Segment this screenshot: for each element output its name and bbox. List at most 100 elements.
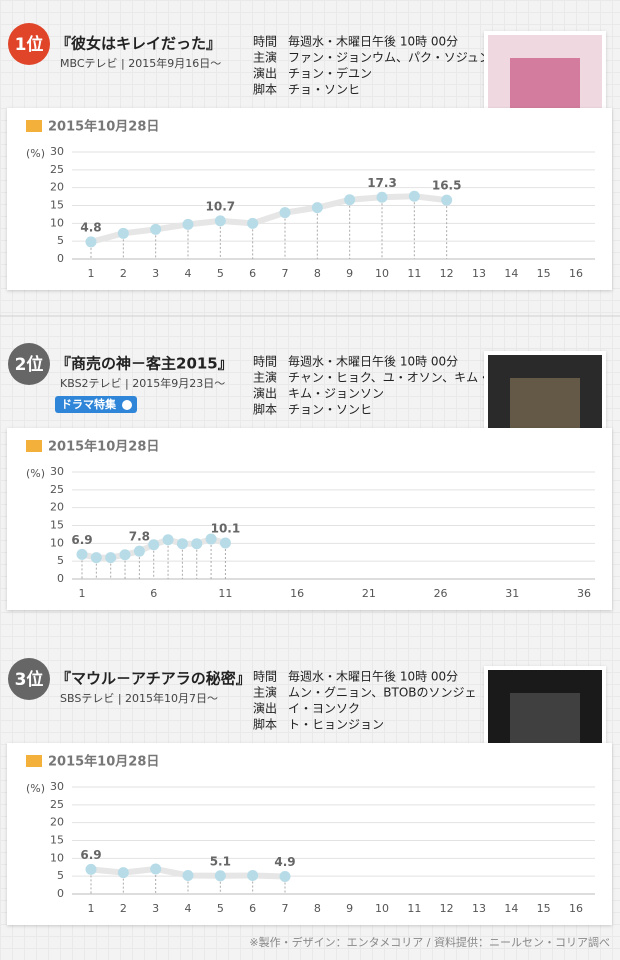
point	[214, 215, 226, 227]
detail-key: 脚本	[253, 402, 277, 417]
point	[76, 548, 88, 560]
x-tick-label: 11	[218, 587, 232, 600]
detail-value: ファン・ジョンウム、パク・ソジュン	[288, 51, 491, 65]
y-tick-label: 15	[50, 834, 64, 847]
y-tick-label: 0	[57, 887, 64, 900]
point	[182, 869, 194, 881]
detail-key: 主演	[253, 370, 277, 385]
chart-icon	[26, 755, 42, 767]
x-tick-label: 2	[120, 902, 127, 915]
x-tick-label: 8	[314, 902, 321, 915]
footer: ※製作・デザイン：エンタメコリア / 資料提供：ニールセン・コリア調べ	[249, 935, 610, 949]
detail-value: 毎週水・木曜日午後 10時 00分	[288, 34, 458, 49]
y-tick-label: 5	[57, 869, 64, 882]
x-tick-label: 11	[407, 267, 421, 280]
network: SBSテレビ | 2015年10月7日～	[60, 691, 218, 705]
drama-title: 『マウル－アチアラの秘密』	[56, 670, 251, 688]
x-tick-label: 13	[472, 902, 486, 915]
detail-value: チョン・デユン	[288, 66, 372, 81]
drama-title: 『商売の神－客主2015』	[56, 355, 233, 373]
button[interactable]	[55, 396, 137, 413]
x-tick-label: 11	[407, 902, 421, 915]
y-tick-label: 10	[50, 536, 64, 549]
value-label: 16.5	[432, 179, 462, 193]
chart-panel	[7, 108, 612, 290]
point	[408, 190, 420, 202]
chart-panel	[7, 743, 612, 925]
y-tick-label: 5	[57, 234, 64, 247]
point	[376, 191, 388, 203]
x-tick-label: 10	[375, 267, 389, 280]
x-tick-label: 10	[375, 902, 389, 915]
x-tick-label: 12	[440, 902, 454, 915]
y-tick-label: 20	[50, 501, 64, 514]
x-tick-label: 1	[88, 902, 95, 915]
detail-value: 毎週水・木曜日午後 10時 00分	[288, 354, 458, 369]
x-tick-label: 9	[346, 902, 353, 915]
y-tick-label: 15	[50, 519, 64, 532]
point	[219, 537, 231, 549]
y-tick-label: 10	[50, 216, 64, 229]
x-tick-label: 21	[362, 587, 376, 600]
y-axis-label: (%)	[26, 467, 45, 480]
x-tick-label: 14	[504, 902, 518, 915]
x-tick-label: 7	[282, 902, 289, 915]
network: KBS2テレビ | 2015年9月23日～	[60, 376, 225, 390]
y-tick-label: 5	[57, 554, 64, 567]
detail-key: 時間	[253, 670, 277, 684]
x-tick-label: 3	[152, 267, 159, 280]
value-label: 4.8	[80, 220, 101, 234]
value-label: 6.9	[71, 533, 92, 547]
detail-key: 主演	[253, 50, 277, 65]
x-tick-label: 14	[504, 267, 518, 280]
chart-panel	[7, 428, 612, 610]
x-tick-label: 8	[314, 267, 321, 280]
detail-value: ムン・グニョン、BTOBのソンジェ	[288, 686, 477, 700]
point	[182, 218, 194, 230]
detail-value: イ・ヨンソク	[288, 702, 360, 716]
x-tick-label: 6	[249, 267, 256, 280]
button-label[interactable]: ドラマ特集	[61, 397, 117, 411]
point	[150, 223, 162, 235]
point	[441, 194, 453, 206]
y-tick-label: 30	[50, 465, 64, 478]
x-tick-label: 15	[537, 902, 551, 915]
point	[205, 533, 217, 545]
y-axis-label: (%)	[26, 147, 45, 160]
x-tick-label: 5	[217, 267, 224, 280]
point	[117, 867, 129, 879]
point	[85, 863, 97, 875]
detail-key: 脚本	[253, 717, 277, 732]
y-axis-label: (%)	[26, 782, 45, 795]
x-tick-label: 31	[505, 587, 519, 600]
point	[247, 869, 259, 881]
y-tick-label: 25	[50, 163, 64, 176]
y-tick-label: 30	[50, 780, 64, 793]
value-label: 5.1	[210, 854, 231, 868]
detail-key: 演出	[253, 701, 277, 716]
detail-key: 時間	[253, 35, 277, 49]
point	[247, 217, 259, 229]
x-tick-label: 6	[150, 587, 157, 600]
point	[148, 539, 160, 551]
rank-badge	[8, 658, 50, 700]
chart-icon	[26, 120, 42, 132]
detail-key: 時間	[253, 355, 277, 369]
y-tick-label: 0	[57, 572, 64, 585]
y-tick-label: 25	[50, 798, 64, 811]
x-tick-label: 9	[346, 267, 353, 280]
point	[85, 236, 97, 248]
button-icon[interactable]	[122, 400, 132, 410]
chart-title: 2015年10月28日	[48, 119, 159, 135]
point	[279, 207, 291, 219]
point	[344, 194, 356, 206]
y-tick-label: 15	[50, 199, 64, 212]
rank: 2位	[15, 354, 44, 375]
chart-title: 2015年10月28日	[48, 439, 159, 455]
x-tick-label: 1	[79, 587, 86, 600]
x-tick-label: 3	[152, 902, 159, 915]
chart-icon	[26, 440, 42, 452]
x-tick-label: 4	[185, 267, 192, 280]
